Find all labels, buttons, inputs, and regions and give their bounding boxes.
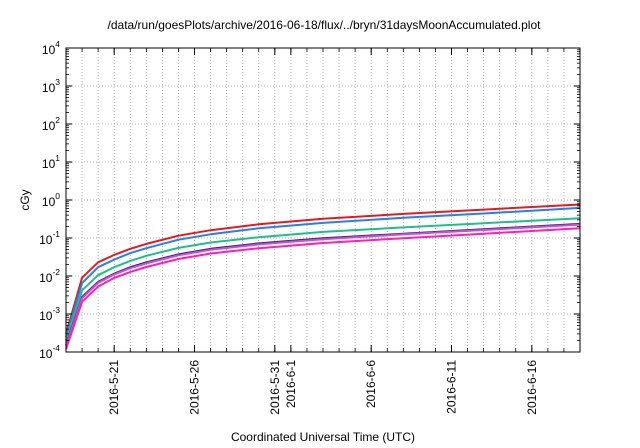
y-tick-label: 10-3 xyxy=(39,305,60,323)
x-tick-label: 2016-5-26 xyxy=(188,360,202,415)
series-layer xyxy=(65,203,581,350)
y-tick-base: 10 xyxy=(39,233,53,247)
y-tick-exponent: 4 xyxy=(55,39,60,49)
y-tick-exponent: 1 xyxy=(55,153,60,163)
x-tick-label: 2016-6-1 xyxy=(284,360,298,408)
y-tick-exponent: -4 xyxy=(52,343,60,353)
y-tick-exponent: -2 xyxy=(52,267,60,277)
series-line-1 xyxy=(65,203,581,335)
y-axis-label: cGy xyxy=(18,189,32,210)
y-tick-exponent: 3 xyxy=(55,77,60,87)
x-axis: 2016-5-21 2016-5-26 2016-5-31 2016-6-1 2016-… xyxy=(81,48,565,415)
y-tick-base: 10 xyxy=(39,347,53,361)
x-tick-label: 2016-6-11 xyxy=(445,360,459,414)
chart-title: /data/run/goesPlots/archive/2016-06-18/f… xyxy=(108,18,542,32)
y-tick-base: 10 xyxy=(42,81,56,95)
x-tick-label: 2016-6-16 xyxy=(525,360,539,415)
series-line-6 xyxy=(65,227,581,350)
y-tick-label: 101 xyxy=(42,153,60,171)
y-tick-label: 10-2 xyxy=(39,267,60,285)
y-tick-label: 10-1 xyxy=(39,229,60,247)
y-tick-exponent: -1 xyxy=(52,229,60,239)
y-tick-base: 10 xyxy=(39,271,53,285)
x-tick-label: 2016-6-6 xyxy=(364,360,378,408)
y-tick-exponent: 0 xyxy=(55,191,60,201)
series-line-2 xyxy=(65,206,581,338)
plot-area xyxy=(66,48,580,352)
y-tick-label: 10-4 xyxy=(39,343,60,361)
y-tick-label: 100 xyxy=(42,191,60,209)
y-tick-base: 10 xyxy=(42,157,56,171)
series-line-3 xyxy=(65,217,581,341)
y-tick-base: 10 xyxy=(42,119,56,133)
x-tick-label: 2016-5-31 xyxy=(268,360,282,415)
y-tick-label: 102 xyxy=(42,115,60,133)
y-tick-exponent: -3 xyxy=(52,305,60,315)
x-axis-label: Coordinated Universal Time (UTC) xyxy=(231,430,415,444)
y-tick-base: 10 xyxy=(42,43,56,57)
x-tick-label: 2016-5-21 xyxy=(107,360,121,415)
y-tick-base: 10 xyxy=(42,195,56,209)
y-tick-exponent: 2 xyxy=(55,115,60,125)
y-tick-base: 10 xyxy=(39,309,53,323)
y-tick-label: 103 xyxy=(42,77,60,95)
y-tick-label: 104 xyxy=(42,39,60,57)
series-line-5 xyxy=(65,223,581,347)
